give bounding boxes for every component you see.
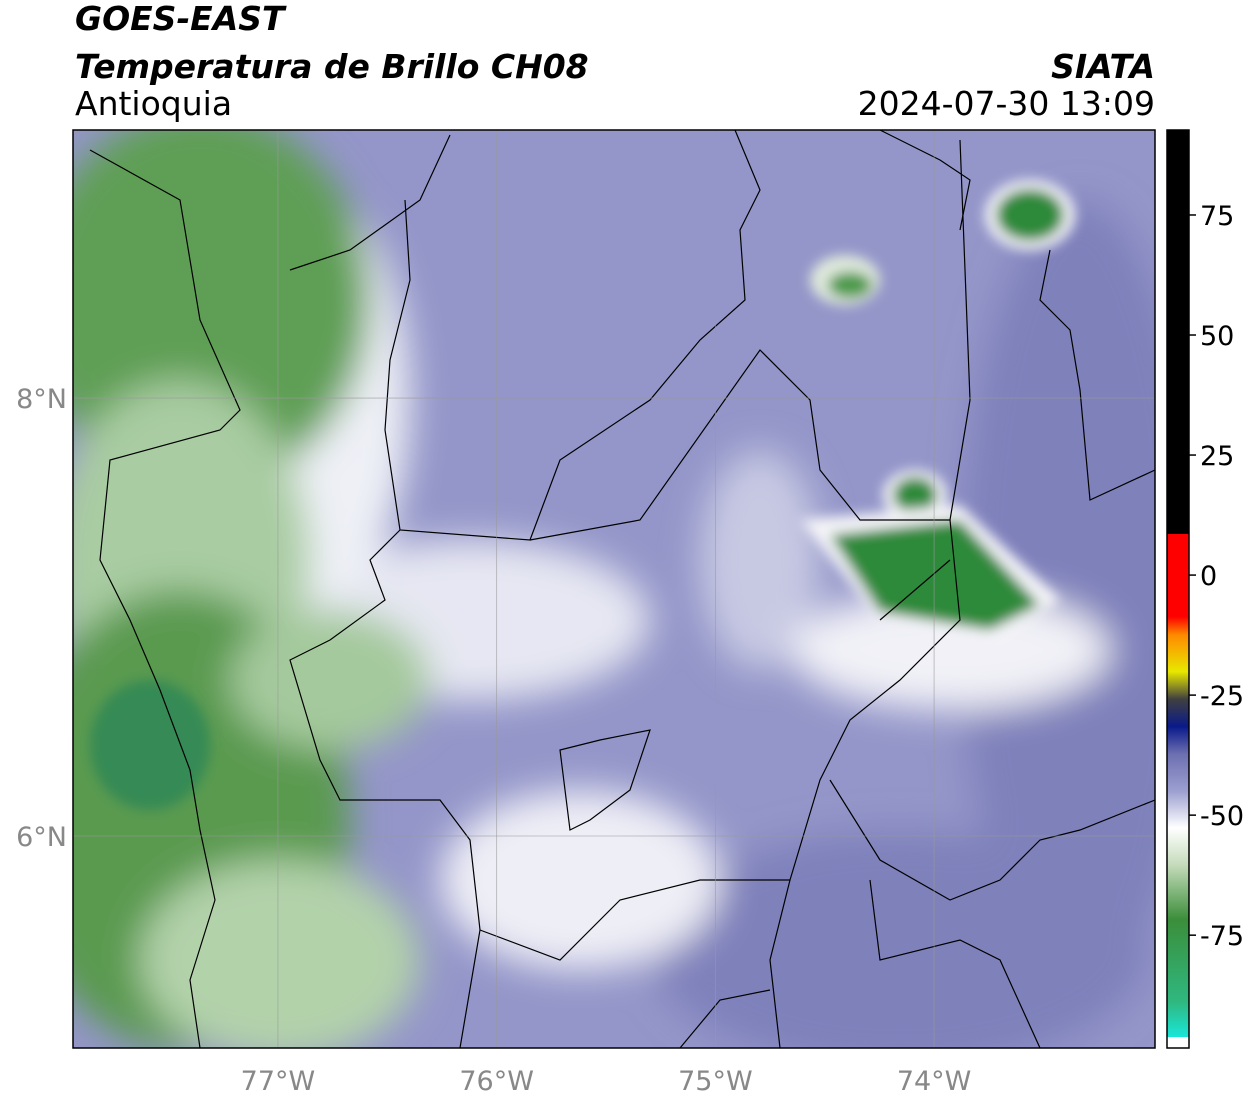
lon-tick-label: 77°W: [241, 1066, 316, 1097]
colorbar: [1166, 129, 1190, 1049]
colorbar-tick-label: 50: [1200, 321, 1234, 352]
organization: SIATA: [1051, 47, 1155, 86]
map-frame: [72, 129, 1156, 1049]
satellite-title: GOES-EAST: [75, 0, 287, 38]
colorbar-tick-label: 75: [1200, 201, 1234, 232]
colorbar-tick-label: 25: [1200, 441, 1234, 472]
colorbar-tick-label: -50: [1200, 801, 1244, 832]
lon-tick-label: 74°W: [897, 1066, 972, 1097]
colorbar-tick-label: -25: [1200, 681, 1244, 712]
product-title: Temperatura de Brillo CH08: [75, 47, 589, 86]
lat-tick-label: 8°N: [16, 384, 67, 415]
grid: [73, 130, 1155, 1048]
colorbar-tick-label: -75: [1200, 921, 1244, 952]
lat-tick-label: 6°N: [16, 822, 67, 853]
imagery: [73, 130, 1155, 1048]
colorbar-tick-label: 0: [1200, 561, 1217, 592]
lon-tick-label: 75°W: [678, 1066, 753, 1097]
boundaries: [89, 130, 1155, 1048]
lon-tick-label: 76°W: [459, 1066, 534, 1097]
region: Antioquia: [75, 84, 232, 123]
datetime: 2024-07-30 13:09: [858, 84, 1155, 123]
